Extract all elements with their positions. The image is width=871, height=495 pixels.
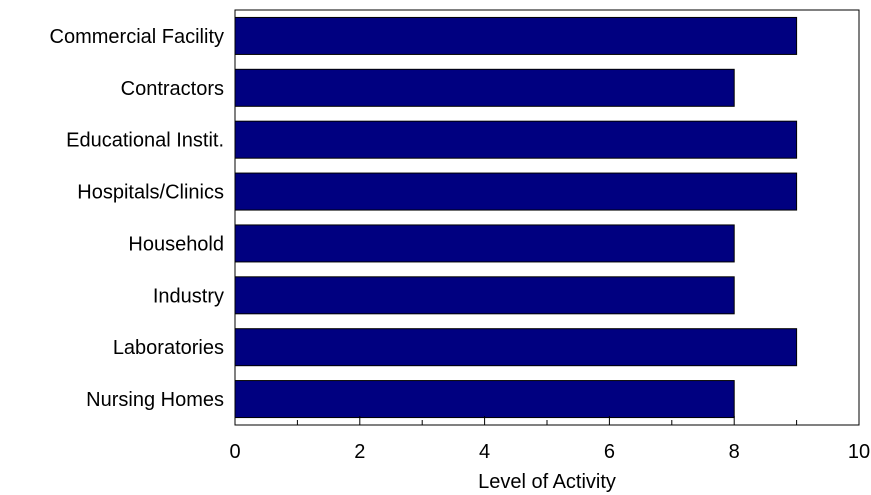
x-tick-label: 2 — [354, 441, 365, 463]
category-label: Hospitals/Clinics — [77, 182, 224, 204]
category-label: Educational Instit. — [66, 130, 224, 152]
x-axis-tick-labels: 0 2 4 6 8 10 — [229, 441, 870, 463]
x-tick-label: 4 — [479, 441, 490, 463]
category-label: Commercial Facility — [50, 26, 224, 48]
category-label: Household — [128, 233, 224, 255]
bar-household — [234, 224, 735, 263]
bar-educational-instit — [234, 120, 798, 159]
category-label: Contractors — [121, 78, 224, 100]
bar-hospitals-clinics — [234, 172, 798, 211]
x-tick-label: 8 — [729, 441, 740, 463]
bar-laboratories — [234, 328, 798, 367]
bar-contractors — [234, 68, 735, 107]
x-tick-label: 10 — [848, 441, 870, 463]
bars-group — [234, 16, 798, 419]
bar-industry — [234, 276, 735, 315]
bar-nursing-homes — [234, 380, 735, 419]
x-tick-label: 6 — [604, 441, 615, 463]
category-label: Laboratories — [113, 337, 224, 359]
x-axis-title: Level of Activity — [478, 471, 616, 493]
category-label: Nursing Homes — [86, 389, 224, 411]
category-label: Industry — [153, 285, 224, 307]
category-labels: Commercial Facility Contractors Educationa… — [50, 26, 224, 411]
x-axis-ticks — [234, 416, 860, 425]
bar-commercial-facility — [234, 16, 798, 55]
x-tick-label: 0 — [229, 441, 240, 463]
